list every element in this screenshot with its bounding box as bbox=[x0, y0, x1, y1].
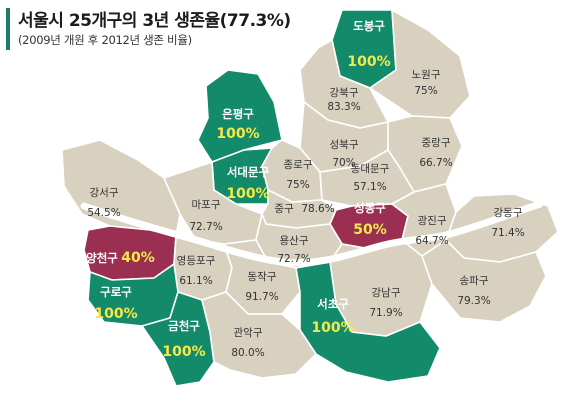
district-name-jung: 중구 bbox=[274, 203, 294, 215]
district-eunpyeong[interactable] bbox=[197, 69, 283, 163]
district-name-dongdaemun: 동대문구 bbox=[351, 163, 390, 175]
district-name-gangseo: 강서구 bbox=[90, 187, 119, 199]
district-name-songpa: 송파구 bbox=[460, 275, 489, 287]
district-name-dongjak: 동작구 bbox=[248, 271, 277, 283]
district-songpa[interactable] bbox=[421, 238, 547, 323]
district-value-nowon: 75% bbox=[414, 85, 437, 97]
district-value-seongbuk: 70% bbox=[332, 157, 355, 169]
district-name-eunpyeong: 은평구 bbox=[222, 107, 254, 121]
district-value-yongsan: 72.7% bbox=[277, 253, 310, 265]
district-value-seocho: 100% bbox=[311, 320, 354, 336]
district-value-yeongdeungpo: 61.1% bbox=[179, 275, 212, 287]
district-value-gwangjin: 64.7% bbox=[415, 235, 448, 247]
district-name-guro: 구로구 bbox=[100, 285, 132, 299]
district-name-gangnam: 강남구 bbox=[372, 287, 401, 299]
district-value-seongdong: 50% bbox=[353, 222, 387, 238]
district-value-jung: 78.6% bbox=[301, 203, 334, 215]
district-name-seongdong: 성동구 bbox=[354, 201, 386, 215]
district-name-jongno: 종로구 bbox=[284, 159, 313, 171]
district-name-seodaemun: 서대문구 bbox=[227, 165, 270, 179]
district-name-seocho: 서초구 bbox=[317, 297, 349, 311]
district-name-gwanak: 관악구 bbox=[234, 327, 263, 339]
district-name-jungnang: 중랑구 bbox=[422, 137, 451, 149]
district-gwanak[interactable] bbox=[201, 291, 318, 379]
district-value-eunpyeong: 100% bbox=[216, 126, 259, 142]
district-value-guro: 100% bbox=[94, 306, 137, 322]
district-name-yeongdeungpo: 영등포구 bbox=[177, 255, 216, 267]
district-value-songpa: 79.3% bbox=[457, 295, 490, 307]
district-name-nowon: 노원구 bbox=[412, 69, 441, 81]
district-name-mapo: 마포구 bbox=[192, 199, 221, 211]
district-value-gangseo: 54.5% bbox=[87, 207, 120, 219]
district-value-seodaemun: 100% bbox=[226, 186, 269, 202]
district-name-gangdong: 강동구 bbox=[494, 207, 523, 219]
district-value-dobong: 100% bbox=[347, 54, 390, 70]
district-value-dongjak: 91.7% bbox=[245, 291, 278, 303]
district-name-gwangjin: 광진구 bbox=[418, 215, 447, 227]
han-river bbox=[80, 200, 544, 267]
district-value-geumcheon: 100% bbox=[162, 344, 205, 360]
district-name-gangbuk: 강북구 bbox=[330, 87, 359, 99]
district-name-geumcheon: 금천구 bbox=[168, 319, 200, 333]
district-name-yangcheon: 양천구 bbox=[86, 251, 118, 265]
district-value-jongno: 75% bbox=[286, 179, 309, 191]
district-value-yangcheon: 40% bbox=[121, 250, 155, 266]
district-dongjak[interactable] bbox=[222, 239, 301, 315]
district-name-seongbuk: 성북구 bbox=[330, 139, 359, 151]
map-subtitle: (2009년 개원 후 2012년 생존 비율) bbox=[18, 33, 192, 47]
district-value-gangbuk: 83.3% bbox=[327, 101, 360, 113]
district-value-mapo: 72.7% bbox=[189, 221, 222, 233]
district-value-dongdaemun: 57.1% bbox=[353, 181, 386, 193]
title-accent-bar bbox=[6, 8, 10, 50]
district-name-dobong: 도봉구 bbox=[353, 19, 385, 33]
district-value-jungnang: 66.7% bbox=[419, 157, 452, 169]
district-value-gangdong: 71.4% bbox=[491, 227, 524, 239]
district-value-gwanak: 80.0% bbox=[231, 347, 264, 359]
district-name-yongsan: 용산구 bbox=[280, 235, 309, 247]
map-title: 서울시 25개구의 3년 생존율(77.3%) bbox=[18, 11, 291, 31]
district-value-gangnam: 71.9% bbox=[369, 307, 402, 319]
